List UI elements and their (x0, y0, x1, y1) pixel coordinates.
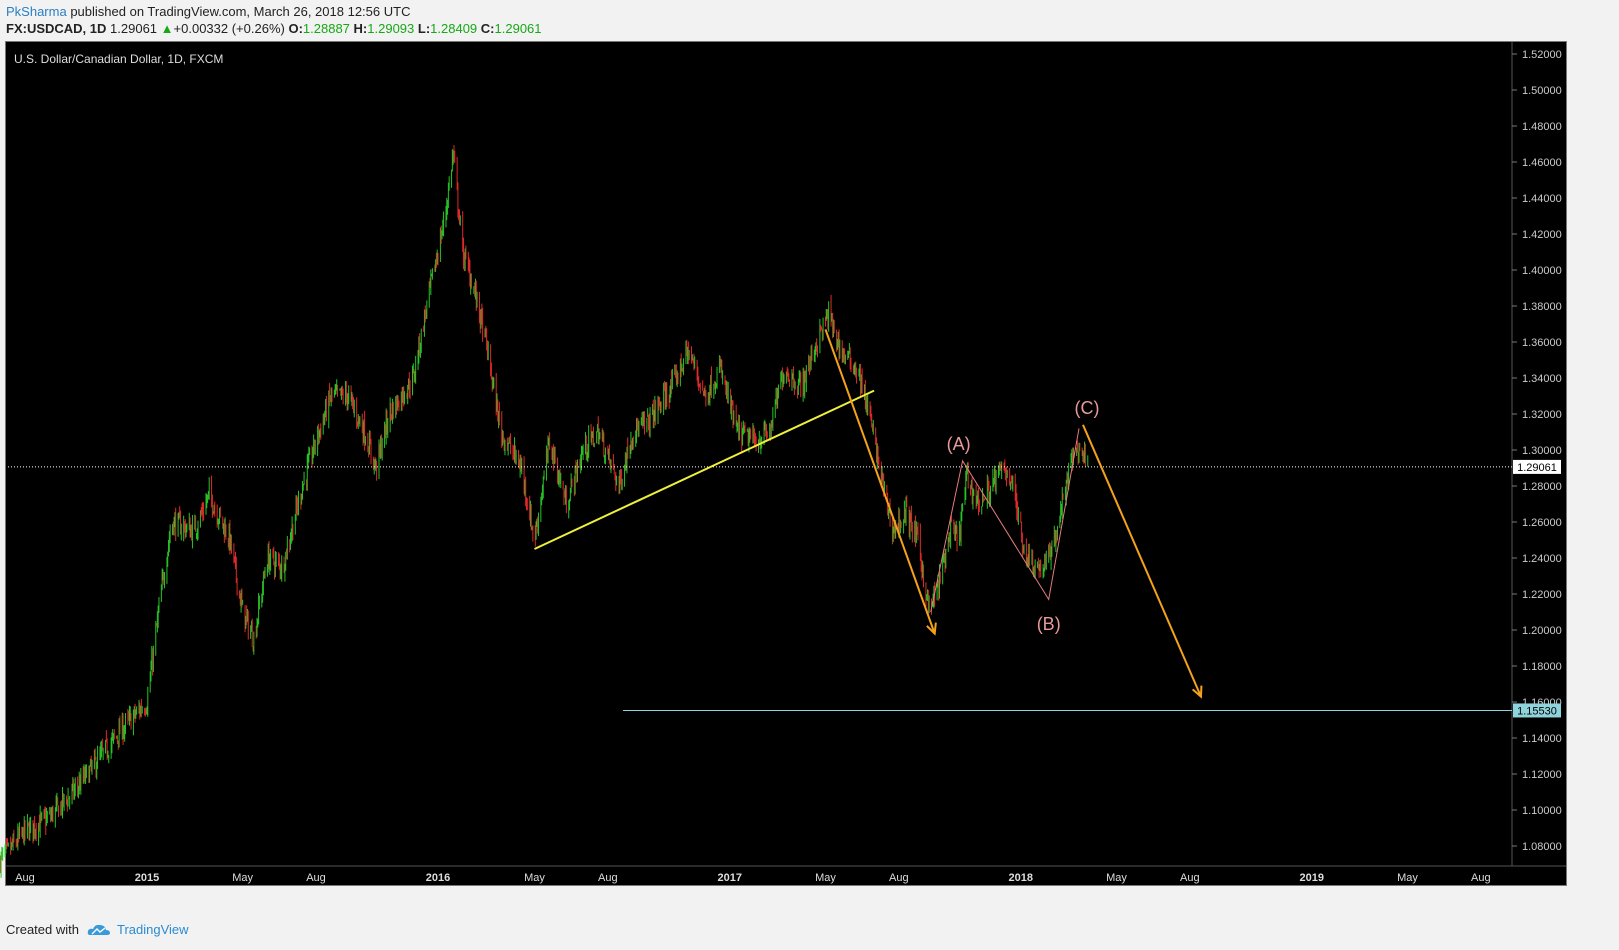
price-tick-label: 1.50000 (1522, 85, 1562, 97)
chart-frame[interactable] (5, 41, 1567, 886)
ohlc-header: FX:USDCAD, 1D 1.29061 ▲+0.00332 (+0.26%)… (6, 21, 542, 36)
last-price-label: 1.29061 (1517, 462, 1557, 474)
time-tick-label: May (232, 872, 253, 884)
price-tick-label: 1.12000 (1522, 769, 1562, 781)
low-value: 1.28409 (430, 21, 478, 36)
abc-wave-path (930, 428, 1080, 613)
price-tick-label: 1.32000 (1522, 409, 1562, 421)
time-tick-label: May (524, 872, 545, 884)
change-arrow-icon: ▲ (160, 21, 174, 36)
projection-arrow-2 (1082, 424, 1202, 697)
high-label: H: (353, 21, 368, 36)
price-change: +0.00332 (+0.26%) (173, 21, 285, 36)
footer: Created with TradingView (6, 922, 189, 937)
publish-info: PkSharma published on TradingView.com, M… (6, 4, 410, 19)
price-tick-label: 1.24000 (1522, 553, 1562, 565)
created-with-text: Created with (6, 922, 79, 937)
time-tick-label: Aug (1180, 872, 1200, 884)
price-tick-label: 1.22000 (1522, 589, 1562, 601)
wave-label: (B) (1037, 614, 1061, 634)
open-label: O: (288, 21, 303, 36)
time-tick-label: May (1397, 872, 1418, 884)
price-tick-label: 1.18000 (1522, 661, 1562, 673)
price-tick-label: 1.40000 (1522, 265, 1562, 277)
time-tick-label: Aug (1471, 872, 1491, 884)
tradingview-link[interactable]: TradingView (87, 922, 189, 937)
wave-label: (C) (1074, 398, 1099, 418)
time-tick-label: May (1106, 872, 1127, 884)
chart-title: U.S. Dollar/Canadian Dollar, 1D, FXCM (14, 52, 223, 66)
time-tick-label: 2015 (135, 872, 159, 884)
price-tick-label: 1.44000 (1522, 193, 1562, 205)
tradingview-brand: TradingView (116, 922, 189, 937)
price-tick-label: 1.52000 (1522, 49, 1562, 61)
low-label: L: (417, 21, 431, 36)
price-tick-label: 1.26000 (1522, 517, 1562, 529)
price-tick-label: 1.20000 (1522, 625, 1562, 637)
price-tick-label: 1.38000 (1522, 301, 1562, 313)
time-tick-label: 2019 (1300, 872, 1324, 884)
publish-text: published on TradingView.com, March 26, … (70, 4, 411, 19)
target-level-label: 1.15530 (1517, 705, 1557, 717)
price-tick-label: 1.42000 (1522, 229, 1562, 241)
time-tick-label: May (815, 872, 836, 884)
projection-arrow-1 (824, 329, 936, 634)
time-tick-label: 2018 (1009, 872, 1033, 884)
author-link[interactable]: PkSharma (6, 4, 67, 19)
price-tick-label: 1.34000 (1522, 373, 1562, 385)
price-tick-label: 1.10000 (1522, 805, 1562, 817)
price-tick-label: 1.14000 (1522, 733, 1562, 745)
price-tick-label: 1.30000 (1522, 445, 1562, 457)
price-tick-label: 1.36000 (1522, 337, 1562, 349)
target-level-marker (1513, 703, 1561, 718)
price-tick-label: 1.28000 (1522, 481, 1562, 493)
open-value: 1.28887 (302, 21, 350, 36)
price-tick-label: 1.08000 (1522, 841, 1562, 853)
high-value: 1.29093 (367, 21, 415, 36)
close-label: C: (480, 21, 495, 36)
wave-label: (A) (947, 434, 971, 454)
time-tick-label: 2017 (718, 872, 742, 884)
price-tick-label: 1.46000 (1522, 157, 1562, 169)
symbol-label: FX:USDCAD, 1D (6, 21, 107, 36)
projection-arrow-2-head (1191, 685, 1203, 699)
price-tick-label: 1.48000 (1522, 121, 1562, 133)
time-tick-label: Aug (15, 872, 35, 884)
last-price: 1.29061 (110, 21, 158, 36)
time-tick-label: Aug (306, 872, 326, 884)
support-trendline (534, 389, 875, 550)
time-tick-label: Aug (889, 872, 909, 884)
time-tick-label: 2016 (426, 872, 450, 884)
close-value: 1.29061 (494, 21, 542, 36)
time-tick-label: Aug (598, 872, 618, 884)
last-price-marker (1513, 459, 1561, 474)
projection-arrow-1-head (926, 622, 937, 636)
tradingview-cloud-icon (87, 924, 110, 935)
